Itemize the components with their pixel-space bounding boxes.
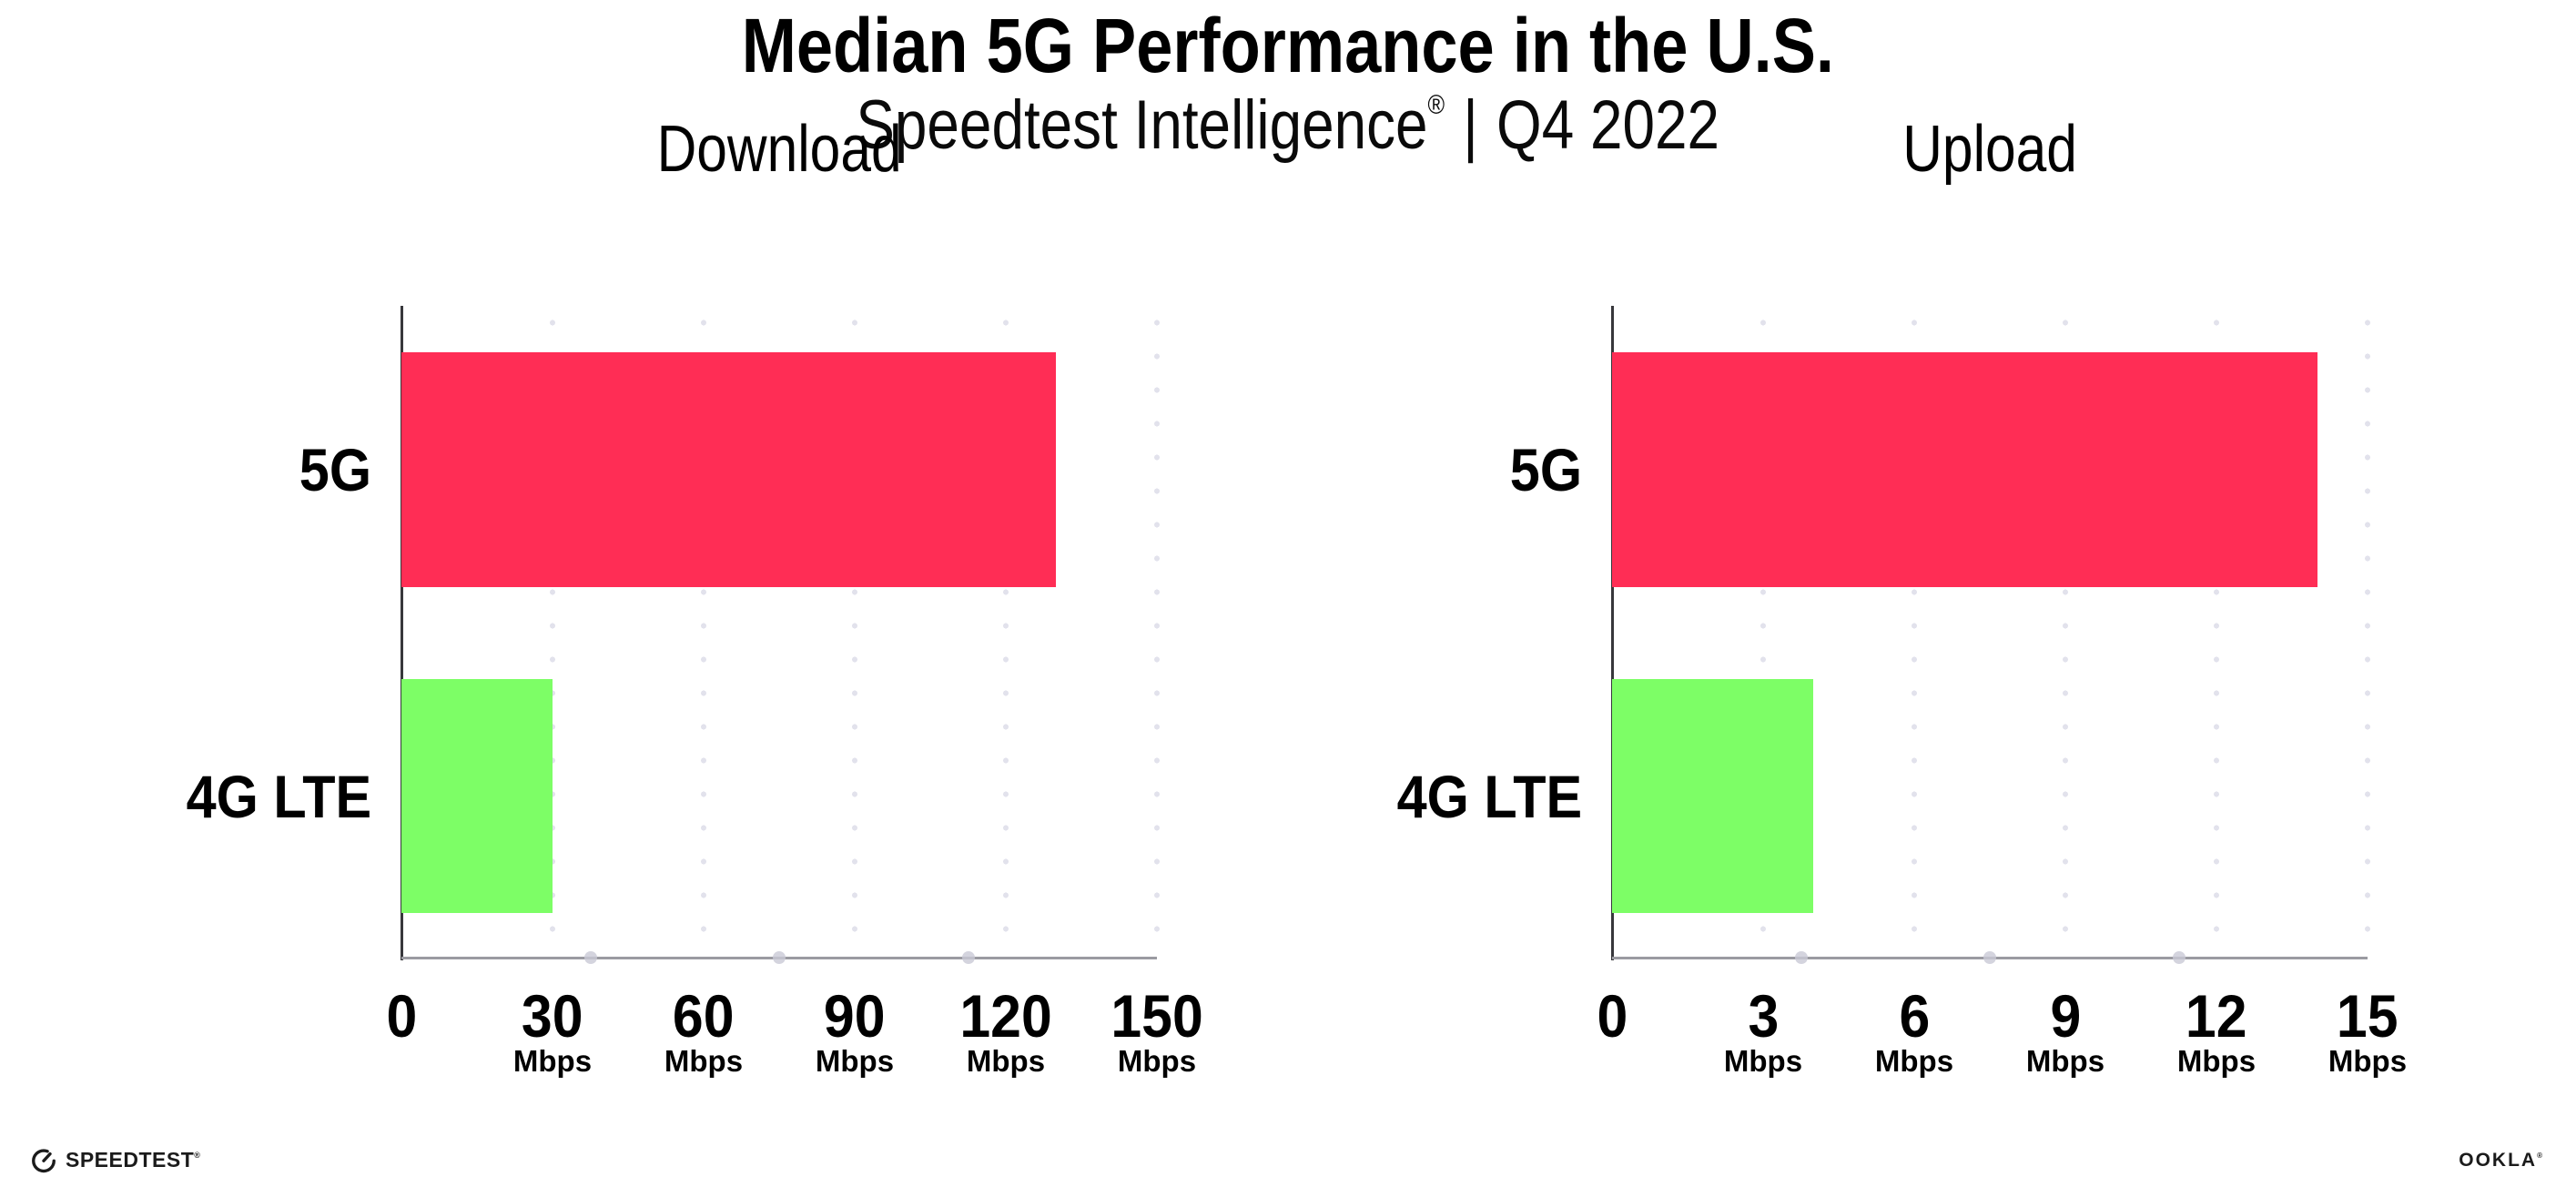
gridline-60 xyxy=(701,306,706,959)
x-tick-value: 15 xyxy=(2337,982,2399,1050)
row-label-5g: 5G xyxy=(1284,440,1582,500)
bar-5g-upload xyxy=(1612,352,2317,587)
plot-area-download xyxy=(401,306,1160,964)
x-tick-30: 30 xyxy=(443,986,662,1046)
bar-4g-lte-download xyxy=(401,679,553,913)
x-tick-60: 60 xyxy=(594,986,813,1046)
speedtest-wordmark: SPEEDTEST® xyxy=(66,1147,200,1172)
x-tick-unit-15: Mbps xyxy=(2328,1044,2408,1078)
row-label-5g: 5G xyxy=(74,440,371,500)
gridline-120 xyxy=(1003,306,1009,959)
ookla-wordmark: OOKLA® xyxy=(2459,1149,2542,1171)
axis-minor-tick-dot xyxy=(773,951,786,964)
registered-trademark-symbol: ® xyxy=(1427,90,1445,120)
y-axis-spine xyxy=(401,306,403,960)
x-tick-0: 0 xyxy=(1503,986,1721,1046)
gridline-9 xyxy=(2063,306,2068,959)
x-tick-6: 6 xyxy=(1805,986,2023,1046)
x-tick-unit-90: Mbps xyxy=(815,1044,895,1078)
gridline-30 xyxy=(550,306,555,959)
subtitle-brand: Speedtest Intelligence xyxy=(856,86,1428,164)
x-tick-value: 30 xyxy=(522,982,583,1050)
row-label-4g-lte: 4G LTE xyxy=(1284,766,1582,827)
gridline-3 xyxy=(1760,306,1766,959)
axis-minor-tick-dot xyxy=(2172,951,2186,964)
x-tick-value: 90 xyxy=(824,982,886,1050)
row-label-text: 5G xyxy=(299,436,371,503)
x-tick-12: 12 xyxy=(2107,986,2326,1046)
chart-title-upload: Upload xyxy=(1717,117,2263,182)
gridline-150 xyxy=(1154,306,1160,959)
ookla-trademark-symbol: ® xyxy=(2537,1151,2542,1160)
ookla-logo: OOKLA® xyxy=(2459,1147,2542,1172)
x-tick-unit-30: Mbps xyxy=(512,1044,593,1078)
x-tick-unit-60: Mbps xyxy=(664,1044,744,1078)
x-tick-120: 120 xyxy=(897,986,1115,1046)
x-tick-value: 9 xyxy=(2050,982,2081,1050)
gridline-15 xyxy=(2365,306,2370,959)
chart-title-download: Download xyxy=(506,117,1052,182)
x-tick-value: 0 xyxy=(1597,982,1628,1050)
page-subtitle: Speedtest Intelligence® | Q4 2022 xyxy=(0,87,2576,164)
chart-title-text: Upload xyxy=(1902,113,2077,186)
speedtest-logo: SPEEDTEST® xyxy=(30,1145,200,1174)
page-title-text: Median 5G Performance in the U.S. xyxy=(741,3,1835,88)
subtitle-divider: | xyxy=(1463,86,1479,164)
row-label-text: 5G xyxy=(1509,436,1582,503)
bar-5g-download xyxy=(401,352,1057,587)
x-tick-unit-6: Mbps xyxy=(1874,1044,1954,1078)
gridline-12 xyxy=(2214,306,2219,959)
x-tick-15: 15 xyxy=(2258,986,2477,1046)
x-tick-unit-12: Mbps xyxy=(2176,1044,2257,1078)
axis-minor-tick-dot xyxy=(961,951,975,964)
x-tick-value: 150 xyxy=(1111,982,1203,1050)
page-title: Median 5G Performance in the U.S. xyxy=(0,5,2576,86)
chart-panel-download: 5G 4G LTE 0 30 Mbps 60 Mbps 90 Mbps 120 Mbps 150 Mbp… xyxy=(74,306,1203,1113)
x-tick-90: 90 xyxy=(745,986,964,1046)
x-tick-unit-120: Mbps xyxy=(966,1044,1046,1078)
axis-minor-tick-dot xyxy=(1794,951,1808,964)
gridline-90 xyxy=(852,306,857,959)
axis-minor-tick-dot xyxy=(583,951,597,964)
gridline-6 xyxy=(1912,306,1917,959)
plot-area-upload xyxy=(1611,306,2370,964)
speedtest-gauge-icon xyxy=(32,1149,56,1173)
x-tick-value: 3 xyxy=(1748,982,1779,1050)
chart-panel-upload: 5G 4G LTE 0 3 Mbps 6 Mbps 9 Mbps 12 Mbps 15 Mbps xyxy=(1284,306,2407,1113)
x-tick-value: 6 xyxy=(1899,982,1930,1050)
chart-title-text: Download xyxy=(656,113,902,186)
x-tick-unit-9: Mbps xyxy=(2025,1044,2105,1078)
x-tick-0: 0 xyxy=(292,986,511,1046)
x-tick-unit-3: Mbps xyxy=(1723,1044,1803,1078)
x-tick-3: 3 xyxy=(1654,986,1872,1046)
x-tick-value: 120 xyxy=(959,982,1052,1050)
x-tick-unit-150: Mbps xyxy=(1117,1044,1197,1078)
subtitle-period: Q4 2022 xyxy=(1496,86,1720,164)
axis-minor-tick-dot xyxy=(1983,951,1996,964)
x-tick-150: 150 xyxy=(1048,986,1266,1046)
x-tick-value: 60 xyxy=(673,982,735,1050)
x-tick-value: 12 xyxy=(2186,982,2247,1050)
x-tick-9: 9 xyxy=(1956,986,2175,1046)
row-label-text: 4G LTE xyxy=(1396,762,1582,830)
x-tick-value: 0 xyxy=(386,982,417,1050)
row-label-4g-lte: 4G LTE xyxy=(74,766,371,827)
y-axis-spine xyxy=(1611,306,1614,960)
bar-4g-lte-upload xyxy=(1612,679,1814,913)
speedtest-trademark-symbol: ® xyxy=(194,1150,200,1160)
row-label-text: 4G LTE xyxy=(186,762,371,830)
